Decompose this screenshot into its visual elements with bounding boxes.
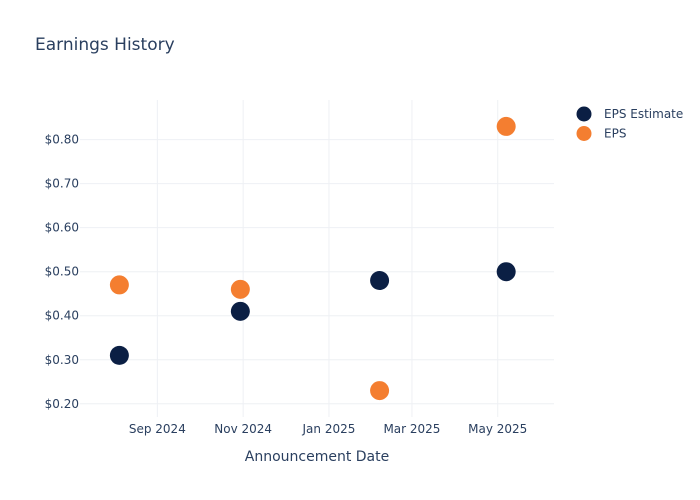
y-grid [80, 139, 554, 405]
chart-title: Earnings History [35, 35, 175, 55]
y-tick-label: $0.20 [45, 397, 79, 411]
eps-estimate-point [109, 345, 129, 365]
x-grid [156, 100, 499, 417]
y-tick-labels: $0.20 $0.30 $0.40 $0.50 $0.60 $0.70 $0.80 [45, 133, 79, 411]
eps-estimate-point [370, 271, 390, 291]
legend-label-eps-estimate: EPS Estimate [604, 107, 683, 121]
eps-estimate-point [230, 301, 250, 321]
legend-marker-eps-estimate [576, 106, 592, 122]
x-tick-label: Jan 2025 [302, 422, 356, 436]
y-tick-label: $0.80 [45, 133, 79, 147]
legend: EPS Estimate EPS [576, 106, 683, 141]
x-tick-label: May 2025 [468, 422, 527, 436]
eps-estimate-point [496, 262, 516, 282]
x-tick-label: Sep 2024 [129, 422, 186, 436]
y-tick-label: $0.40 [45, 309, 79, 323]
x-tick-label: Mar 2025 [383, 422, 440, 436]
x-tick-labels: Sep 2024 Nov 2024 Jan 2025 Mar 2025 May 2025 [129, 422, 527, 436]
x-axis-label: Announcement Date [245, 449, 389, 465]
y-tick-label: $0.30 [45, 353, 79, 367]
legend-label-eps: EPS [604, 127, 626, 141]
y-tick-label: $0.60 [45, 221, 79, 235]
y-tick-label: $0.50 [45, 265, 79, 279]
y-tick-label: $0.70 [45, 177, 79, 191]
data-points [109, 116, 516, 401]
x-tick-label: Nov 2024 [214, 422, 272, 436]
eps-point [370, 381, 390, 401]
eps-point [496, 116, 516, 136]
legend-marker-eps [576, 126, 592, 141]
eps-point [109, 275, 129, 295]
eps-point [230, 279, 250, 299]
